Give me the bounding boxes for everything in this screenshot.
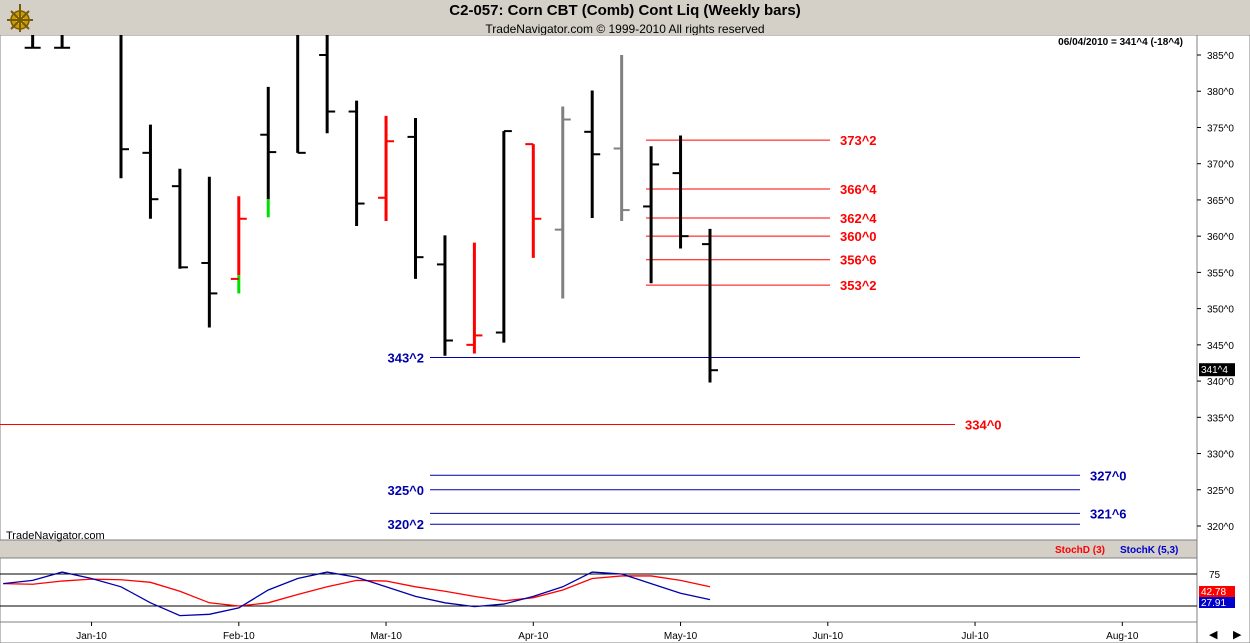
scroll-right-icon[interactable]: ▶ — [1233, 629, 1242, 641]
x-tick-label: Aug-10 — [1106, 631, 1139, 642]
stochd-last-tag — [1199, 586, 1235, 597]
y-tick-label: 350^0 — [1207, 305, 1234, 316]
price-chart[interactable]: 320^0 325^0 330^0 335^0 340^0 345^0 350^0 355^0… — [0, 35, 1250, 643]
y-tick-label: 335^0 — [1207, 413, 1234, 424]
y-tick-label: 370^0 — [1207, 160, 1234, 171]
y-tick-label: 320^0 — [1207, 522, 1234, 533]
level-label: 320^2 — [387, 517, 424, 532]
y-tick-label: 340^0 — [1207, 377, 1234, 388]
level-label: 373^2 — [840, 133, 877, 148]
stochk-legend: StochK (5,3) — [1120, 545, 1179, 556]
stochd-last-label: 42.78 — [1201, 587, 1226, 598]
x-tick-label: Mar-10 — [370, 631, 402, 642]
y-tick-label: 360^0 — [1207, 232, 1234, 243]
y-tick-label: 380^0 — [1207, 87, 1234, 98]
x-axis-panel — [0, 621, 1198, 643]
stoch-tick-label: 75 — [1209, 570, 1221, 581]
last-bar-readout: 06/04/2010 = 341^4 (-18^4) — [1058, 37, 1183, 48]
x-tick-label: Apr-10 — [518, 631, 548, 642]
y-tick-label: 345^0 — [1207, 341, 1234, 352]
stochk-line — [3, 571, 711, 617]
copyright-subtitle: TradeNavigator.com © 1999-2010 All right… — [485, 22, 765, 36]
level-label: 353^2 — [840, 278, 877, 293]
navigator-logo-icon — [7, 4, 33, 32]
level-label: 325^0 — [387, 483, 424, 498]
x-tick-label: Jul-10 — [961, 631, 989, 642]
ohlc-bars — [24, 35, 718, 383]
level-label: 356^6 — [840, 253, 877, 268]
watermark: TradeNavigator.com — [6, 530, 105, 542]
last-price-label: 341^4 — [1201, 365, 1228, 376]
chart-title: C2-057: Corn CBT (Comb) Cont Liq (Weekly… — [449, 2, 801, 19]
level-label: 334^0 — [965, 418, 1002, 433]
level-label: 360^0 — [840, 229, 877, 244]
scroll-left-icon[interactable]: ◀ — [1209, 629, 1218, 641]
x-tick-label: Feb-10 — [223, 631, 255, 642]
level-label: 362^4 — [840, 211, 877, 226]
level-label: 343^2 — [387, 351, 424, 366]
last-price-tag — [1199, 363, 1235, 377]
level-label: 327^0 — [1090, 468, 1127, 483]
level-label: 366^4 — [840, 182, 877, 197]
x-tick-label: Jun-10 — [813, 631, 844, 642]
x-tick-label: May-10 — [664, 631, 698, 642]
y-tick-label: 330^0 — [1207, 450, 1234, 461]
y-tick-label: 385^0 — [1207, 51, 1234, 62]
stochk-last-label: 27.91 — [1201, 598, 1226, 609]
level-label: 321^6 — [1090, 506, 1127, 521]
y-tick-label: 325^0 — [1207, 486, 1234, 497]
y-axis-panel — [1196, 35, 1250, 643]
stochd-line — [3, 575, 711, 607]
stochd-legend: StochD (3) — [1055, 545, 1105, 556]
price-panel — [0, 35, 1198, 541]
y-tick-label: 365^0 — [1207, 196, 1234, 207]
x-tick-label: Jan-10 — [76, 631, 107, 642]
stochastic-panel — [0, 557, 1198, 623]
y-tick-label: 375^0 — [1207, 123, 1234, 134]
stochk-last-tag — [1199, 597, 1235, 608]
y-tick-label: 355^0 — [1207, 268, 1234, 279]
